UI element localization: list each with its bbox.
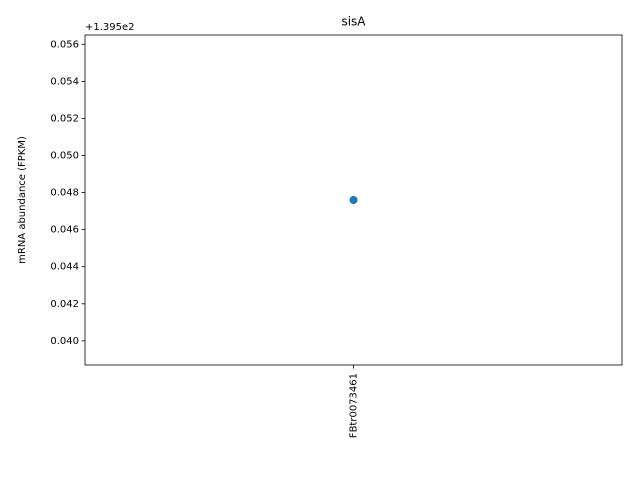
y-offset-text: +1.395e2 (85, 22, 135, 33)
y-tick-label: 0.048 (50, 188, 79, 199)
point (349, 196, 358, 204)
y-axis-label: mRNA abundance (FPKM) (17, 136, 28, 264)
y-tick-label: 0.056 (50, 39, 79, 50)
y-tick-label: 0.052 (50, 113, 79, 124)
y-tick-label: 0.050 (50, 151, 79, 162)
y-tick-label: 0.042 (50, 299, 79, 310)
y-tick-label: 0.040 (50, 336, 79, 347)
x-tick-label: FBtr0073461 (349, 373, 360, 438)
y-tick-label: 0.054 (50, 76, 79, 87)
y-tick-label: 0.046 (50, 225, 79, 236)
y-tick-label: 0.044 (50, 262, 79, 273)
chart-title: sisA (341, 15, 366, 29)
